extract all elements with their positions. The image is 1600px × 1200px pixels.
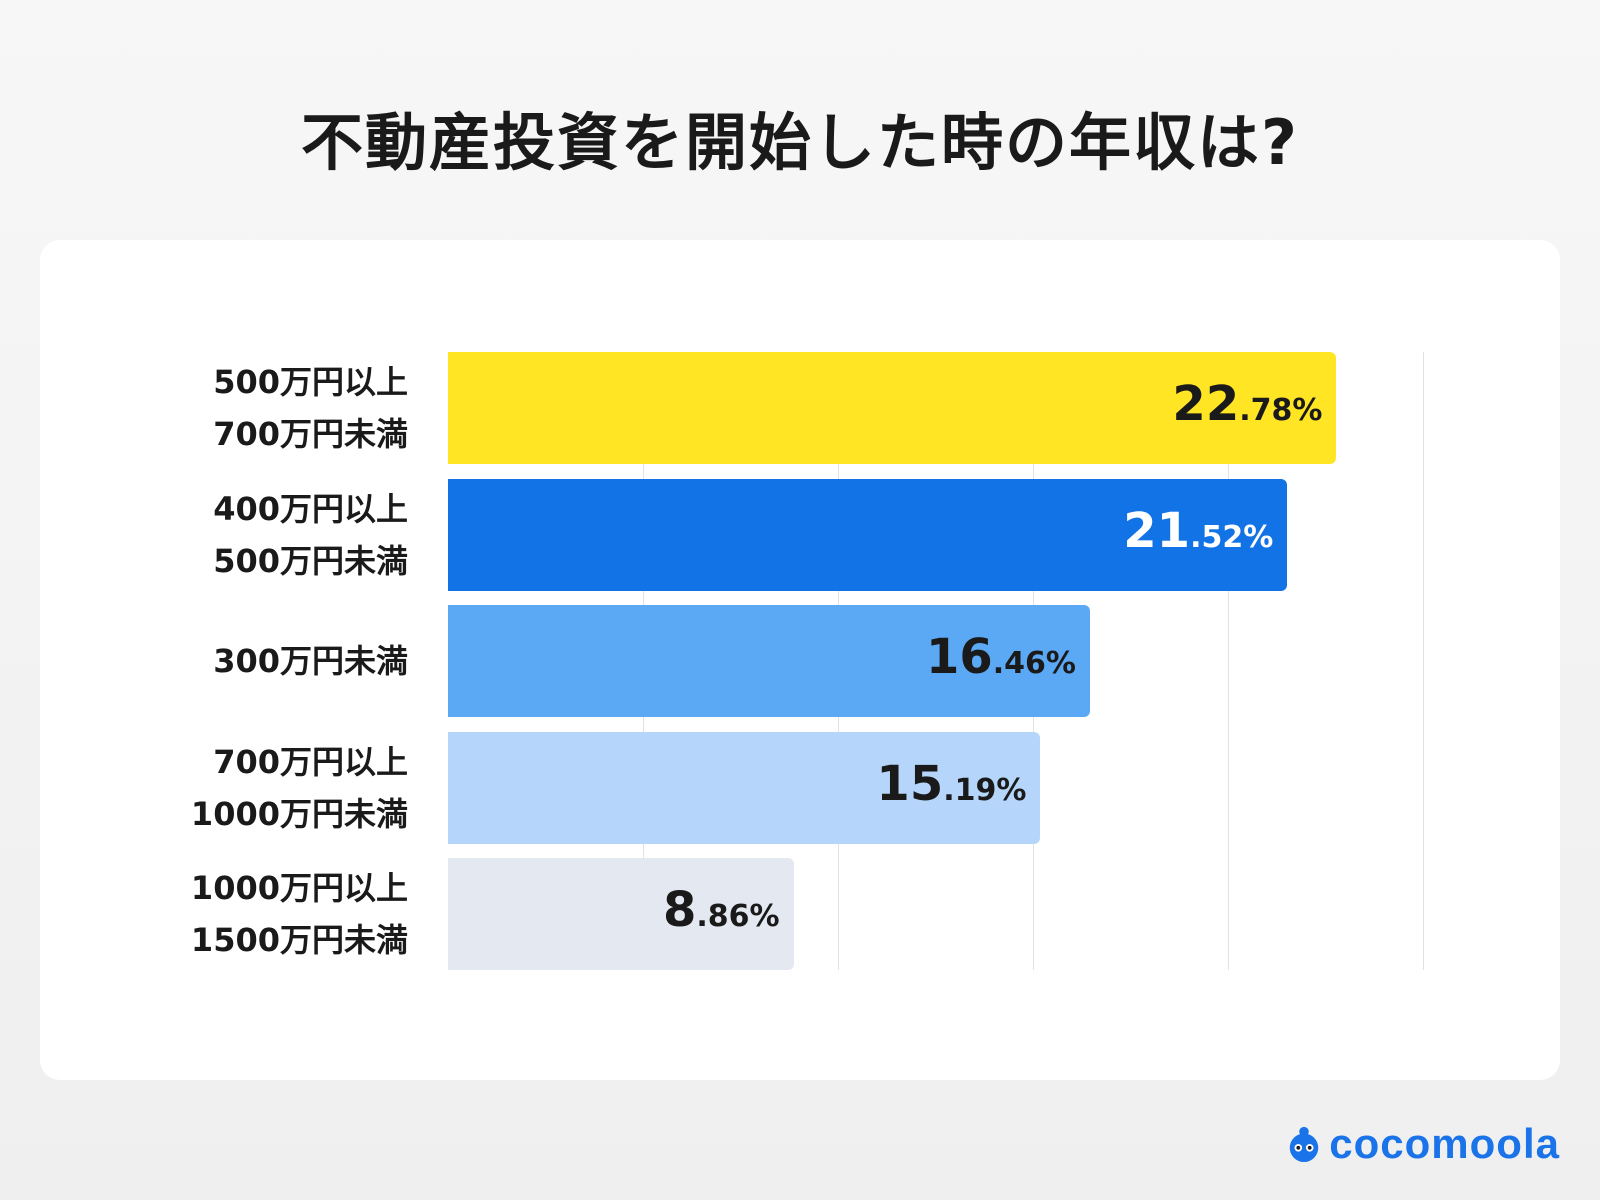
data-label-decimal: .52% xyxy=(1190,519,1274,555)
data-label-decimal: .86% xyxy=(696,899,780,934)
chart-title: 不動産投資を開始した時の年収は? xyxy=(301,106,1299,179)
data-label: 16.46% xyxy=(926,629,1076,685)
gridline xyxy=(1423,352,1424,970)
category-label: 300万円未満 xyxy=(213,642,408,680)
bar xyxy=(448,858,794,970)
gridline xyxy=(1228,352,1229,970)
data-label-integer: 16 xyxy=(925,629,993,685)
category-label: 400万円以上 500万円未満 xyxy=(213,489,408,580)
bar xyxy=(448,731,1041,844)
data-label: 22.78% xyxy=(1172,376,1322,432)
data-label-integer: 22 xyxy=(1172,376,1240,432)
bar xyxy=(448,352,1337,464)
category-label: 500万円以上 700万円未満 xyxy=(213,363,408,453)
brand-name: cocomoola xyxy=(1329,1120,1560,1167)
data-label-decimal: .19% xyxy=(943,772,1027,808)
mascot-icon xyxy=(1290,1126,1319,1163)
bar xyxy=(448,605,1090,717)
data-label-decimal: .46% xyxy=(992,646,1076,681)
data-label-decimal: .78% xyxy=(1239,393,1323,428)
bar xyxy=(448,478,1288,591)
data-label-integer: 15 xyxy=(876,755,944,812)
data-label-integer: 8 xyxy=(662,882,697,938)
category-label: 700万円以上 1000万円未満 xyxy=(190,742,408,833)
data-label: 8.86% xyxy=(663,882,780,938)
data-label: 21.52% xyxy=(1123,503,1273,559)
data-label: 15.19% xyxy=(876,756,1026,812)
brand-logo: cocomoola xyxy=(1285,1120,1560,1168)
data-label-integer: 21 xyxy=(1123,502,1191,559)
category-label: 1000万円以上 1500万円未満 xyxy=(190,869,408,959)
